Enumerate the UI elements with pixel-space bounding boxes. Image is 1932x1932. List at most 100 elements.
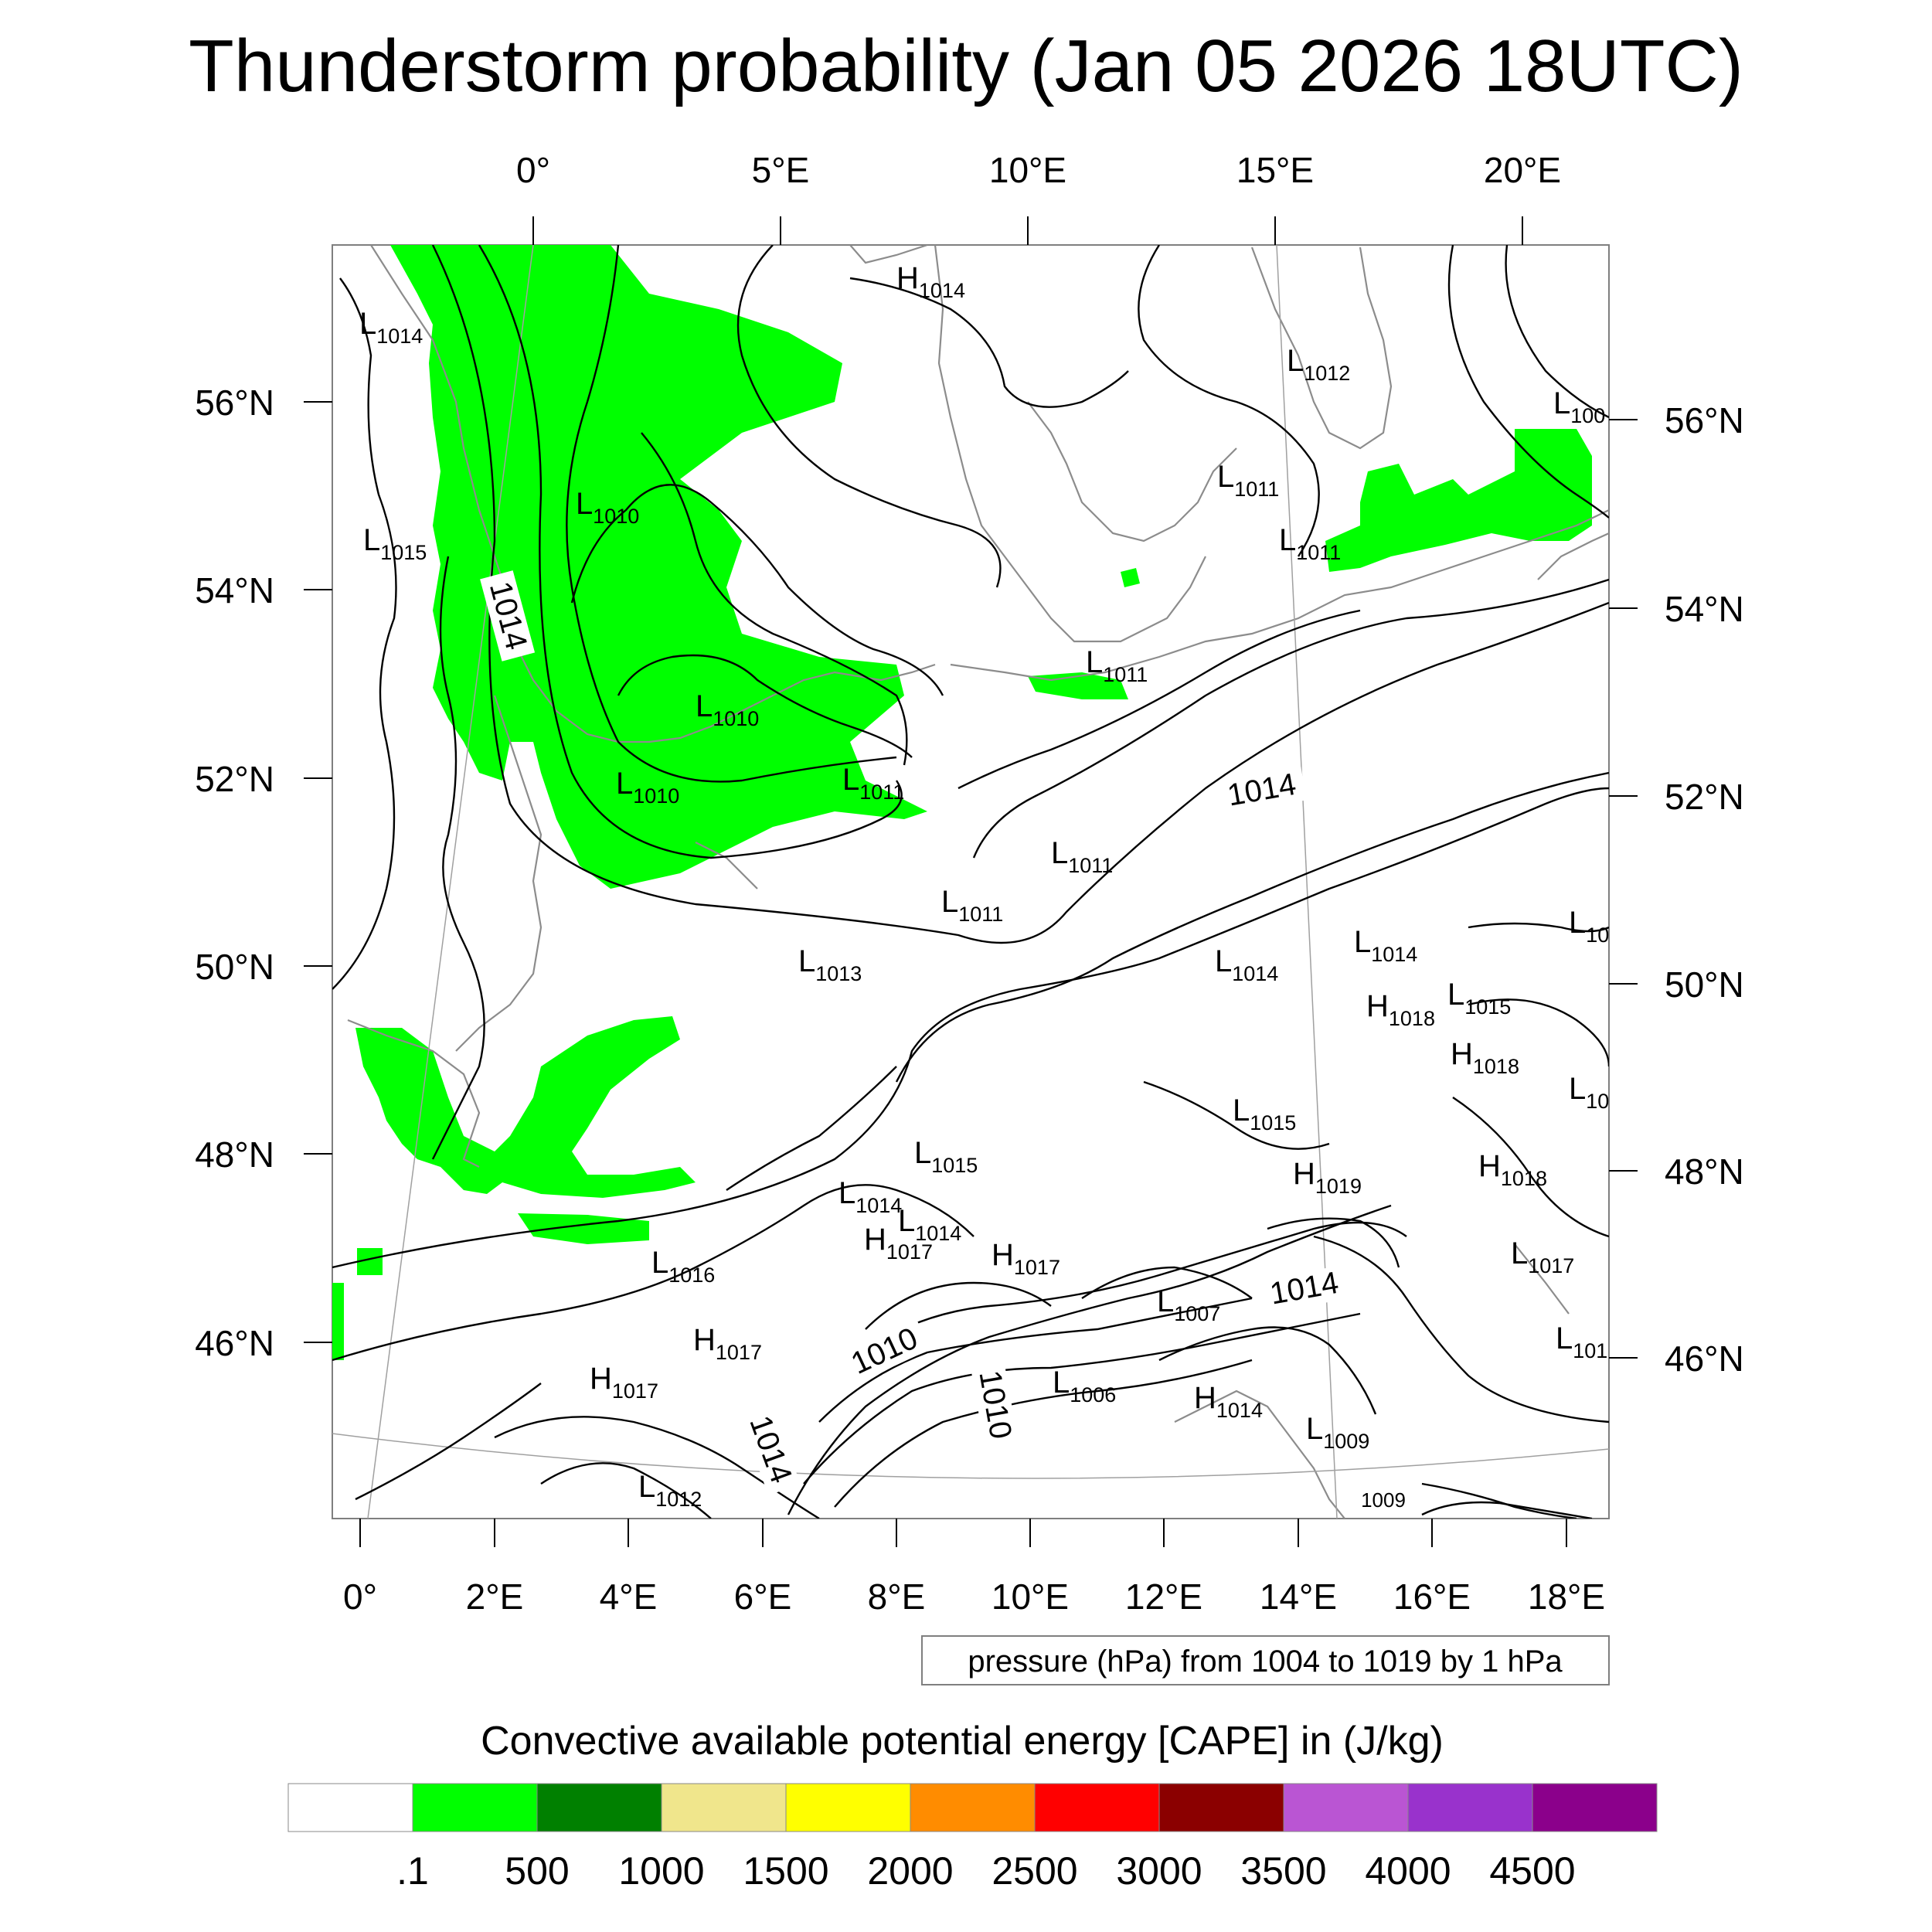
isobar-label-background xyxy=(1216,766,1307,815)
top-lon-label: 20°E xyxy=(1484,150,1561,190)
bottom-lon-label: 8°E xyxy=(868,1577,926,1617)
left-lat-label: 48°N xyxy=(195,1134,274,1175)
right-lat-label: 56°N xyxy=(1665,400,1744,440)
isobar-label-background xyxy=(739,1403,801,1496)
coastlines xyxy=(347,245,1609,1519)
isobar-value-label: 1009 xyxy=(1361,1488,1406,1512)
axis-ticks xyxy=(304,216,1638,1547)
top-lon-label: 15°E xyxy=(1236,150,1314,190)
right-lat-label: 50°N xyxy=(1665,964,1744,1005)
colorbar-swatch xyxy=(1532,1783,1658,1832)
cape-area-inner xyxy=(510,495,696,726)
colorbar-label: 1000 xyxy=(618,1849,704,1893)
pressure-center-label: L1006 xyxy=(1053,1366,1116,1406)
pressure-center-label: L1011 xyxy=(842,763,904,804)
pressure-center-label: L1014 xyxy=(898,1204,961,1245)
pressure-center-label: L1012 xyxy=(1287,344,1350,385)
colorbar-swatch xyxy=(1158,1783,1284,1832)
cape-area-brittany xyxy=(357,1248,383,1275)
pressure-center-label: L1014 xyxy=(359,307,423,348)
pressure-center-label: H1018 xyxy=(1366,989,1435,1030)
bottom-lon-label: 14°E xyxy=(1260,1577,1337,1617)
isobar-label-background xyxy=(1259,1264,1349,1314)
colorbar-label: 3500 xyxy=(1240,1849,1326,1893)
bottom-lon-label: 2°E xyxy=(466,1577,524,1617)
pressure-center-label: L1009 xyxy=(1306,1412,1369,1453)
cape-area-denmark xyxy=(1121,568,1140,587)
colorbar-label: 500 xyxy=(505,1849,569,1893)
pressure-center-labels: H1014 L1014 L1012 L100 L1011 L1011 L1010 L1015 L… xyxy=(359,261,1609,1511)
bottom-lon-label: 4°E xyxy=(600,1577,658,1617)
pressure-center-label: H1014 xyxy=(896,261,965,302)
colorbar-label: 4000 xyxy=(1365,1849,1451,1893)
left-lat-label: 56°N xyxy=(195,383,274,423)
left-lat-label: 50°N xyxy=(195,947,274,987)
left-latitude-labels: 56°N 54°N 52°N 50°N 48°N 46°N xyxy=(195,383,274,1363)
colorbar-swatch xyxy=(785,1783,911,1832)
right-latitude-labels: 56°N 54°N 52°N 50°N 48°N 46°N xyxy=(1665,400,1744,1379)
pressure-center-label: L101 xyxy=(1556,1321,1607,1362)
isobar-contours xyxy=(332,245,1609,1519)
right-lat-label: 48°N xyxy=(1665,1151,1744,1192)
colorbar-label: 3000 xyxy=(1116,1849,1202,1893)
colorbar-swatch xyxy=(287,1783,413,1832)
pressure-center-label: H1017 xyxy=(992,1238,1060,1279)
pressure-center-label: H1019 xyxy=(1293,1157,1362,1198)
pressure-center-label: L1014 xyxy=(1215,944,1278,985)
pressure-center-label: L1011 xyxy=(1051,836,1113,877)
pressure-center-label: L1010 xyxy=(576,487,639,528)
pressure-center-label: L100 xyxy=(1553,386,1605,427)
pressure-center-label: L1011 xyxy=(1086,645,1148,686)
cape-colorbar-labels: .1 500 1000 1500 2000 2500 3000 3500 4000 4500 xyxy=(396,1849,1575,1893)
pressure-center-label: L1010 xyxy=(616,767,679,808)
cape-colorbar xyxy=(287,1783,1658,1832)
pressure-center-label: L1013 xyxy=(798,944,862,985)
pressure-center-label: L1015 xyxy=(363,523,427,564)
bottom-lon-label: 12°E xyxy=(1125,1577,1202,1617)
bottom-lon-label: 0° xyxy=(343,1577,377,1617)
cape-area-baltic xyxy=(1325,429,1592,572)
isobar-label-background xyxy=(838,1318,931,1386)
pressure-center-label: L1014 xyxy=(1354,925,1417,966)
graticule xyxy=(332,245,1609,1519)
colorbar-label: .1 xyxy=(396,1849,429,1893)
right-lat-label: 54°N xyxy=(1665,589,1744,629)
isobar-label-background xyxy=(970,1359,1019,1450)
left-lat-label: 52°N xyxy=(195,759,274,799)
colorbar-label: 2000 xyxy=(867,1849,953,1893)
pressure-center-label: H1017 xyxy=(590,1362,658,1403)
pressure-center-label: L1017 xyxy=(1511,1236,1574,1277)
pressure-center-label: H1017 xyxy=(864,1223,933,1264)
colorbar-swatch xyxy=(412,1783,538,1832)
isobar-label-background xyxy=(480,570,536,662)
cape-area-france-north xyxy=(355,1016,696,1198)
bottom-longitude-labels: 0° 2°E 4°E 6°E 8°E 10°E 12°E 14°E 16°E 1… xyxy=(343,1577,1605,1617)
right-lat-label: 52°N xyxy=(1665,777,1744,817)
pressure-center-label: L1015 xyxy=(1233,1094,1296,1134)
legend-title: Convective available potential energy [C… xyxy=(481,1719,1444,1764)
pressure-center-label: L1016 xyxy=(651,1246,715,1287)
top-longitude-labels: 0° 5°E 10°E 15°E 20°E xyxy=(516,150,1561,190)
bottom-lon-label: 18°E xyxy=(1528,1577,1605,1617)
pressure-center-label: L1015 xyxy=(1447,978,1511,1019)
top-lon-label: 10°E xyxy=(989,150,1066,190)
left-lat-label: 46°N xyxy=(195,1323,274,1363)
pressure-note: pressure (hPa) from 1004 to 1019 by 1 hP… xyxy=(921,1635,1610,1685)
bottom-lon-label: 10°E xyxy=(992,1577,1069,1617)
colorbar-swatch xyxy=(661,1783,787,1832)
bottom-lon-label: 6°E xyxy=(734,1577,792,1617)
pressure-center-label: H1017 xyxy=(693,1323,762,1364)
cape-area-west-edge xyxy=(332,1283,344,1360)
pressure-center-label: L1011 xyxy=(1217,460,1279,501)
colorbar-swatch xyxy=(1034,1783,1160,1832)
cape-areas xyxy=(332,245,1592,1360)
colorbar-swatch xyxy=(1407,1783,1533,1832)
right-lat-label: 46°N xyxy=(1665,1338,1744,1379)
colorbar-label: 1500 xyxy=(743,1849,828,1893)
pressure-center-label: L1012 xyxy=(638,1470,702,1511)
pressure-center-label: L10 xyxy=(1569,906,1609,947)
pressure-center-label: L1010 xyxy=(696,689,759,730)
colorbar-swatch xyxy=(536,1783,662,1832)
pressure-center-label: H1014 xyxy=(1194,1381,1263,1422)
